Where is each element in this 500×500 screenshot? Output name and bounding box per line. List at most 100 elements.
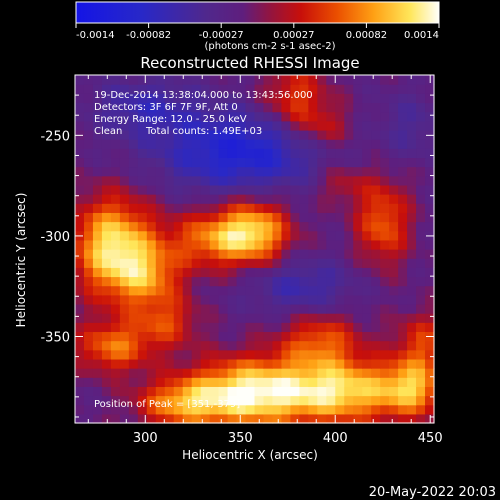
heatmap-cell [137,340,148,351]
heatmap-cell [299,340,309,351]
heatmap-cell [227,313,238,323]
heatmap-cell [398,404,408,415]
heatmap-cell [254,313,265,323]
heatmap-cell [137,239,148,250]
heatmap-cell [425,340,435,351]
heatmap-cell [380,93,390,104]
heatmap-cell [83,102,94,113]
heatmap-cell [317,203,327,213]
heatmap-cell [362,276,372,287]
heatmap-cell [362,157,372,168]
heatmap-cell [92,386,103,397]
heatmap-cell [137,331,148,342]
heatmap-cell [344,166,354,177]
heatmap-cell [110,203,121,213]
heatmap-cell [209,340,220,351]
heatmap-cell [290,249,300,259]
heatmap-cell [209,203,220,213]
heatmap-cell [200,166,211,177]
heatmap-cell [101,166,112,177]
heatmap-cell [83,303,94,314]
heatmap-cell [146,386,157,397]
heatmap-cell [308,386,318,397]
heatmap-cell [155,139,166,149]
heatmap-cell [362,313,372,323]
heatmap-cell [272,249,283,259]
heatmap-cell [335,340,345,351]
heatmap-cell [110,322,121,333]
heatmap-cell [290,230,300,241]
heatmap-cell [209,303,220,314]
heatmap-cell [362,148,372,159]
heatmap-cell [128,194,139,204]
heatmap-cell [83,120,94,131]
heatmap-cell [83,322,94,333]
heatmap-cell [236,194,247,204]
heatmap-cell [425,368,435,378]
heatmap-cell [75,368,85,378]
heatmap-cell [209,212,220,223]
heatmap-cell [200,75,211,85]
heatmap-cell [362,111,372,122]
heatmap-cell [101,368,112,378]
heatmap-cell [317,239,327,250]
heatmap-cell [398,93,408,104]
heatmap-cell [416,84,426,94]
heatmap-cell [110,111,121,122]
heatmap-cell [236,395,247,406]
heatmap-cell [398,386,408,397]
heatmap-cell [200,313,211,323]
heatmap-cell [227,331,238,342]
heatmap-cell [119,102,130,113]
heatmap-cell [101,276,112,287]
heatmap-cell [110,249,121,259]
heatmap-cell [272,368,283,378]
heatmap-cell [344,313,354,323]
heatmap-cell [146,184,157,195]
heatmap-cell [263,349,274,360]
peak-position-label: Position of Peak = [351,-379] [94,399,240,410]
heatmap-cell [83,386,94,397]
heatmap-cell [317,221,327,232]
heatmap-cell [137,175,148,186]
heatmap-cell [416,166,426,177]
heatmap-cell [254,139,265,149]
heatmap-cell [254,294,265,305]
heatmap-cell [182,386,193,397]
heatmap-cell [92,294,103,305]
heatmap-cell [326,340,336,351]
heatmap-cell [227,102,238,113]
heatmap-cell [371,239,381,250]
heatmap-cell [299,157,309,168]
heatmap-cell [200,267,211,278]
heatmap-cell [371,313,381,323]
heatmap-cell [128,276,139,287]
heatmap-cell [119,111,130,122]
heatmap-cell [299,249,309,259]
heatmap-cell [308,267,318,278]
heatmap-cell [308,377,318,387]
heatmap-cell [218,212,229,223]
heatmap-cell [389,75,399,85]
heatmap-cell [245,120,256,131]
heatmap-cell [75,349,85,360]
heatmap-cell [218,221,229,232]
heatmap-cell [75,84,85,94]
heatmap-cell [407,404,417,415]
heatmap-cell [173,102,184,113]
heatmap-cell [173,413,184,424]
heatmap-cell [380,239,390,250]
heatmap-cell [299,129,309,140]
heatmap-cell [263,340,274,351]
heatmap-cell [281,313,291,323]
heatmap-cell [182,84,193,94]
heatmap-cell [290,194,300,204]
heatmap-cell [299,120,309,131]
heatmap-cell [236,111,247,122]
heatmap-cell [119,139,130,149]
heatmap-cell [425,139,435,149]
heatmap-cell [326,120,336,131]
heatmap-cell [389,184,399,195]
heatmap-cell [173,120,184,131]
heatmap-cell [227,285,238,296]
